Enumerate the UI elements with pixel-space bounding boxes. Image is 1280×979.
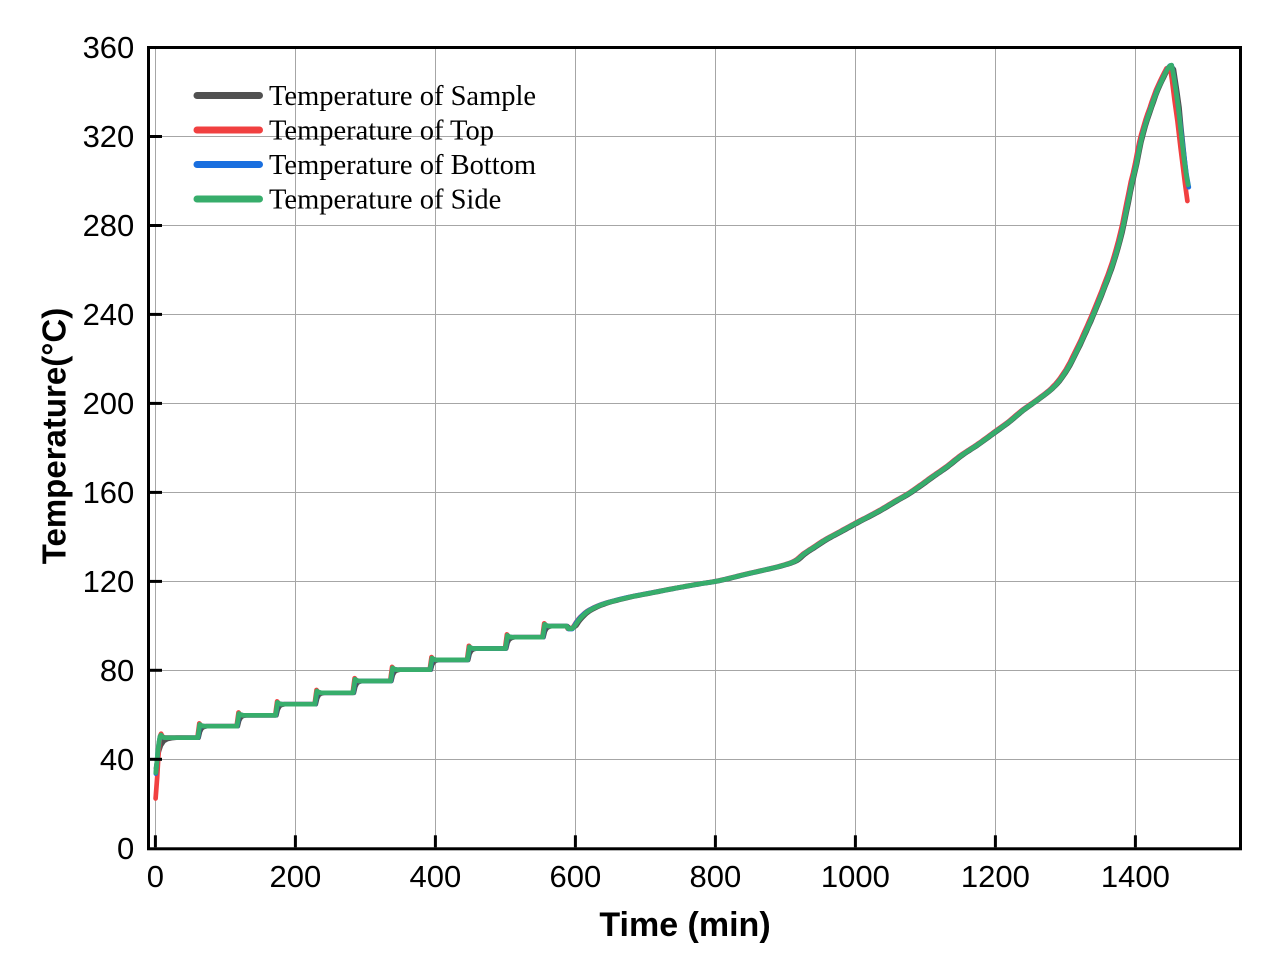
svg-text:0: 0 — [147, 859, 164, 894]
svg-text:360: 360 — [83, 30, 135, 65]
svg-text:Temperature of Top: Temperature of Top — [269, 115, 494, 146]
svg-text:1000: 1000 — [821, 859, 890, 894]
svg-text:1400: 1400 — [1101, 859, 1170, 894]
svg-text:Temperature of Side: Temperature of Side — [269, 184, 501, 215]
svg-text:240: 240 — [83, 297, 135, 332]
svg-text:Time (min): Time (min) — [599, 906, 770, 944]
svg-text:400: 400 — [410, 859, 462, 894]
svg-text:800: 800 — [690, 859, 742, 894]
svg-text:Temperature(°C): Temperature(°C) — [35, 308, 72, 564]
svg-text:80: 80 — [100, 653, 134, 688]
svg-text:600: 600 — [550, 859, 602, 894]
svg-text:120: 120 — [83, 564, 135, 599]
svg-text:Temperature of Bottom: Temperature of Bottom — [269, 150, 536, 181]
svg-text:Temperature of Sample: Temperature of Sample — [269, 81, 536, 112]
svg-text:280: 280 — [83, 208, 135, 243]
svg-text:0: 0 — [117, 831, 134, 866]
svg-text:200: 200 — [83, 386, 135, 421]
svg-text:40: 40 — [100, 742, 134, 777]
svg-text:1200: 1200 — [961, 859, 1030, 894]
svg-text:160: 160 — [83, 475, 135, 510]
svg-text:200: 200 — [270, 859, 322, 894]
svg-text:320: 320 — [83, 119, 135, 154]
